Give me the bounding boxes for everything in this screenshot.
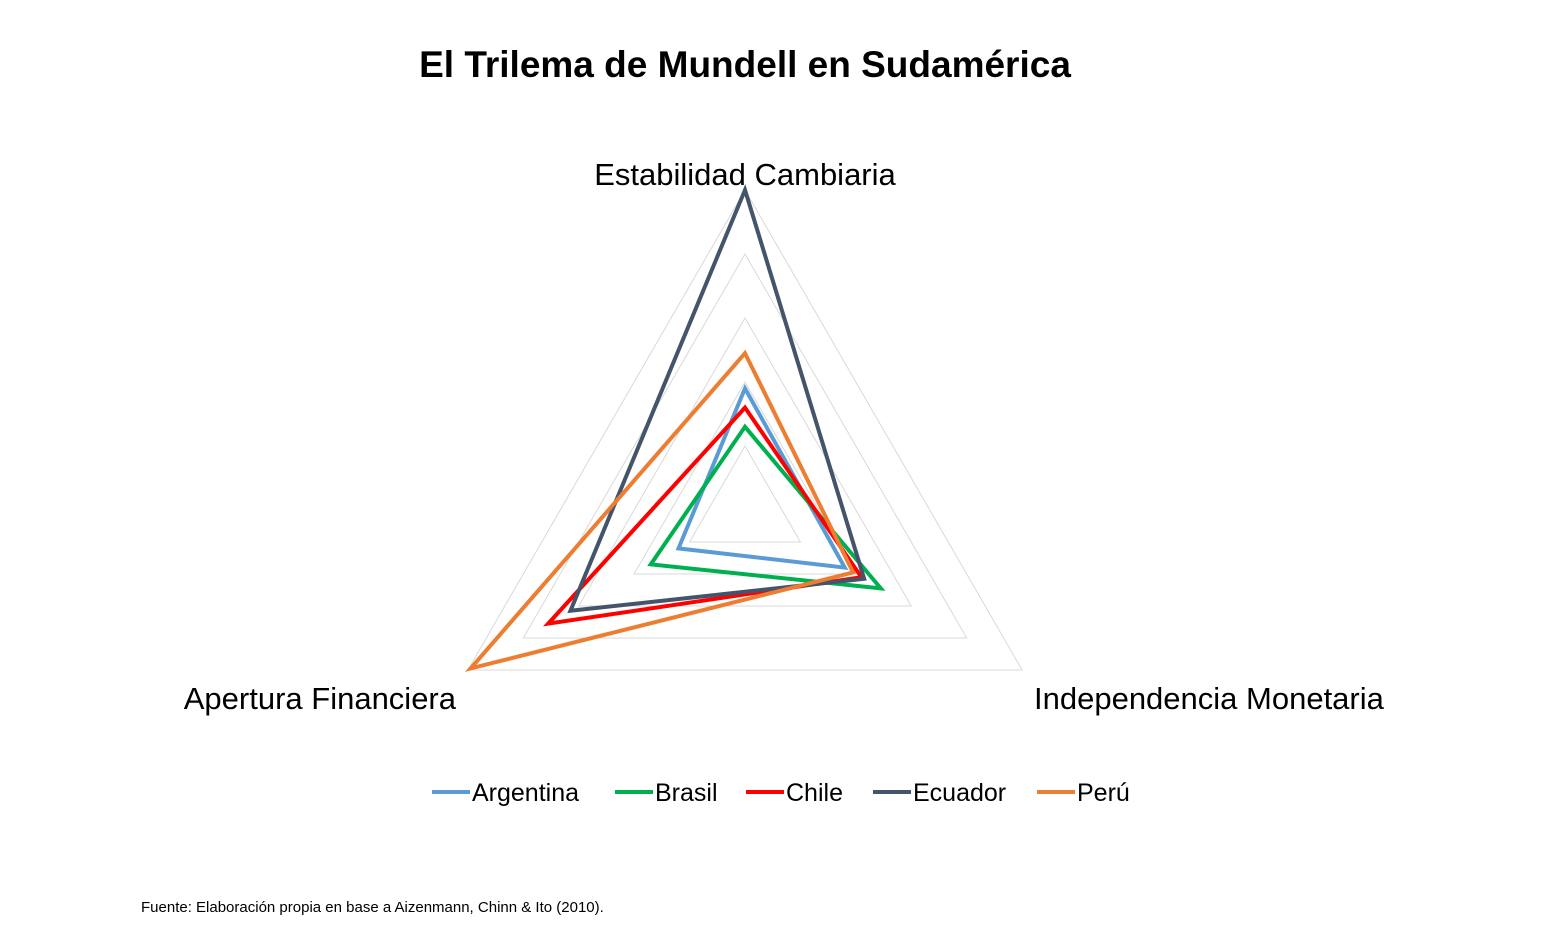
grid-ring-5 [467, 188, 1023, 671]
chart-title: El Trilema de Mundell en Sudamérica [419, 44, 1071, 85]
series-ecuador [567, 184, 867, 614]
legend-label: Argentina [472, 779, 579, 807]
radar-series [464, 184, 886, 672]
series-brasil [647, 423, 886, 591]
grid-ring-4 [522, 253, 968, 639]
axis-label-independencia: Independencia Monetaria [1034, 681, 1385, 716]
axis-label-apertura: Apertura Financiera [184, 681, 457, 716]
source-note: Fuente: Elaboración propia en base a Aiz… [141, 899, 604, 916]
grid-ring-1 [688, 444, 802, 543]
axis-label-estabilidad: Estabilidad Cambiaria [594, 157, 896, 192]
series-argentina [675, 383, 849, 571]
legend-label: Perú [1077, 779, 1130, 807]
series-chile [542, 404, 865, 627]
legend-label: Ecuador [913, 779, 1006, 807]
legend-label: Chile [786, 779, 843, 807]
legend: Argentina Brasil Chile Ecuador Perú [432, 779, 1130, 807]
series-per- [464, 349, 856, 672]
legend-label: Brasil [655, 779, 718, 807]
